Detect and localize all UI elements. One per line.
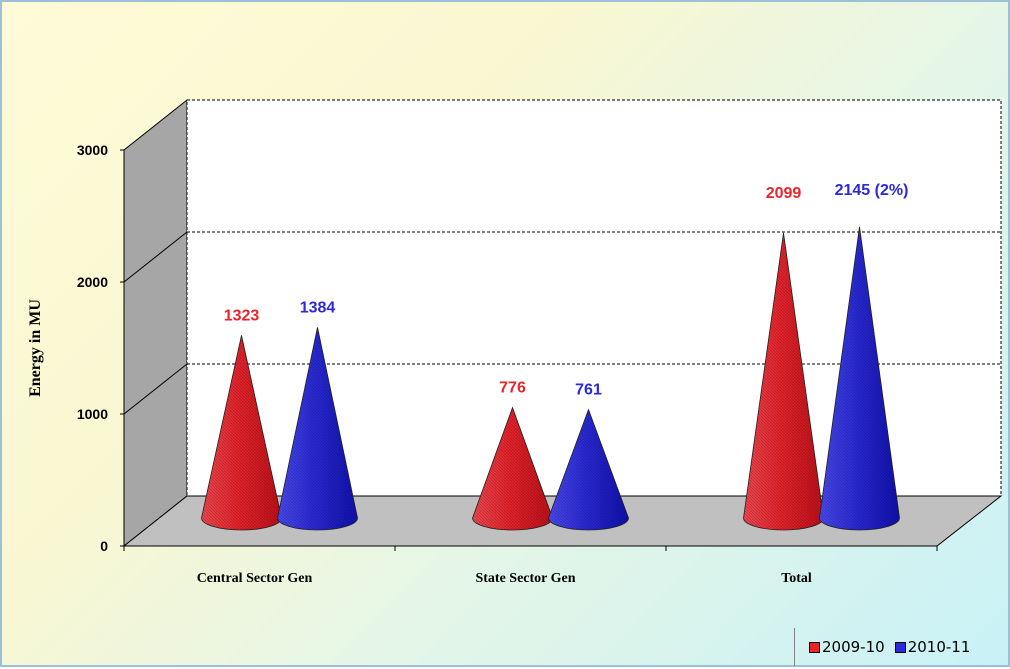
gridline-side [123, 231, 188, 283]
legend-swatch-red [809, 641, 820, 653]
cone-texture [743, 232, 824, 530]
cone-texture [472, 407, 553, 530]
category-label: Central Sector Gen [197, 571, 313, 586]
y-tick-label: 2000 [77, 274, 108, 290]
cones [201, 226, 900, 531]
y-tick-label: 1000 [77, 406, 108, 422]
data-label: 1384 [300, 299, 336, 316]
y-tick-label: 0 [100, 538, 108, 554]
data-labels: 1323 1384 776 761 2099 2145 (2%) [224, 182, 909, 399]
y-axis-ticks: 0 1000 2000 3000 [77, 142, 938, 554]
y-axis-label: Energy in MU [27, 299, 44, 397]
cone-texture [819, 226, 900, 531]
category-label: State Sector Gen [475, 571, 575, 586]
data-label: 2099 [766, 185, 802, 202]
legend: 2009-10 2010-11 [794, 628, 970, 666]
y-tick-label: 3000 [77, 142, 108, 158]
legend-item-2010-11: 2010-11 [894, 638, 971, 656]
cone-texture [201, 335, 282, 530]
data-label: 776 [499, 380, 526, 397]
side-wall [123, 98, 188, 548]
cone-texture [277, 327, 358, 530]
category-labels: Central Sector Gen State Sector Gen Total [197, 571, 812, 586]
category-label: Total [781, 571, 812, 586]
legend-swatch-blue [894, 641, 906, 653]
data-label: 761 [575, 382, 602, 399]
legend-label: 2009-10 [822, 638, 885, 656]
cone-series-2010-11 [819, 226, 900, 531]
cone-series-2010-11 [548, 408, 629, 531]
legend-label: 2010-11 [907, 638, 971, 656]
cone-texture [548, 409, 629, 530]
gridline-side [123, 363, 188, 415]
cone-series-2010-11 [277, 327, 358, 531]
data-label: 1323 [224, 307, 260, 324]
data-label: 2145 (2%) [835, 182, 909, 199]
legend-item-2009-10: 2009-10 [809, 638, 885, 656]
